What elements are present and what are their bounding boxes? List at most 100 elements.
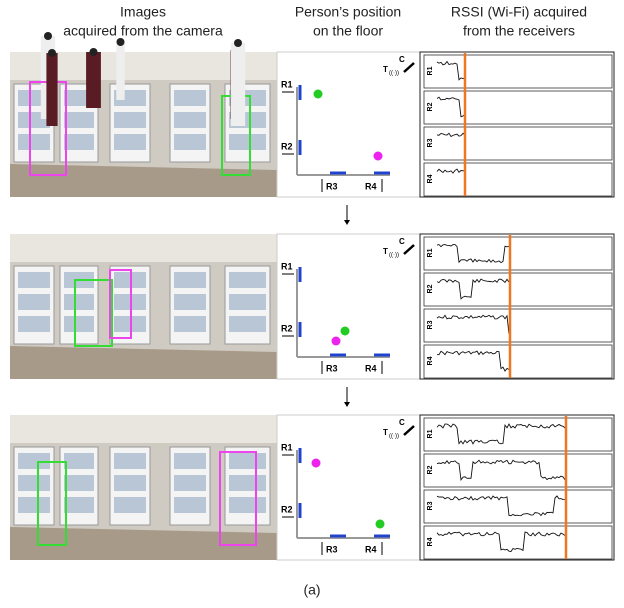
wifi-icon: ((·)) xyxy=(389,253,399,259)
person xyxy=(46,53,57,126)
column-header: Images xyxy=(120,4,166,20)
column-header: acquired from the camera xyxy=(63,23,223,39)
receiver-label: R3 xyxy=(326,544,338,554)
person xyxy=(116,42,124,100)
rssi-strip xyxy=(424,309,612,342)
poster xyxy=(114,134,146,150)
person-head xyxy=(48,49,56,57)
transmitter-label: T xyxy=(383,247,388,256)
caption: (a) xyxy=(303,582,320,598)
poster xyxy=(174,294,206,310)
rssi-strip xyxy=(424,163,612,196)
rssi-label: R1 xyxy=(427,66,434,75)
poster xyxy=(18,475,50,491)
poster xyxy=(229,316,266,332)
rssi-strip xyxy=(424,237,612,270)
person-head xyxy=(234,39,242,47)
poster xyxy=(229,475,266,491)
poster xyxy=(229,134,266,150)
rssi-strip xyxy=(424,418,612,451)
poster xyxy=(174,475,206,491)
rssi-strip xyxy=(424,454,612,487)
rssi-strip xyxy=(424,55,612,88)
poster xyxy=(114,475,146,491)
ceiling xyxy=(10,234,277,262)
receiver-label: R3 xyxy=(326,363,338,373)
rssi-strip xyxy=(424,127,612,160)
rssi-label: R3 xyxy=(427,501,434,510)
poster xyxy=(18,134,50,150)
receiver-label: R2 xyxy=(281,504,293,514)
person xyxy=(231,43,245,126)
transmitter-label: T xyxy=(383,65,388,74)
rssi-label: R4 xyxy=(427,356,434,365)
rssi-strip xyxy=(424,490,612,523)
rssi-strip xyxy=(424,526,612,559)
poster xyxy=(64,134,94,150)
column-header: from the receivers xyxy=(463,23,575,39)
rssi-label: R2 xyxy=(427,284,434,293)
rssi-label: R3 xyxy=(427,320,434,329)
person xyxy=(86,52,101,108)
rssi-strip xyxy=(424,91,612,124)
person-head xyxy=(44,32,52,40)
poster xyxy=(174,134,206,150)
receiver-label: R4 xyxy=(365,544,377,554)
poster xyxy=(64,112,94,128)
person-head xyxy=(117,38,125,46)
poster xyxy=(174,90,206,106)
poster xyxy=(18,272,50,288)
person-position xyxy=(332,337,341,346)
ceiling xyxy=(10,415,277,443)
poster xyxy=(18,316,50,332)
column-header: RSSI (Wi-Fi) acquired xyxy=(451,4,587,20)
receiver-label: R4 xyxy=(365,363,377,373)
receiver-label: R1 xyxy=(281,442,293,452)
wifi-icon: ((·)) xyxy=(389,71,399,77)
receiver-label: R2 xyxy=(281,323,293,333)
rssi-label: R1 xyxy=(427,429,434,438)
poster xyxy=(174,453,206,469)
poster xyxy=(64,475,94,491)
person-position xyxy=(341,327,350,336)
poster xyxy=(64,453,94,469)
person-position xyxy=(314,90,323,99)
person-head xyxy=(90,48,98,56)
rssi-label: R4 xyxy=(427,537,434,546)
rssi-label: R2 xyxy=(427,465,434,474)
poster xyxy=(114,112,146,128)
rssi-strip xyxy=(424,345,612,378)
poster xyxy=(64,497,94,513)
poster xyxy=(64,294,94,310)
receiver-label: R1 xyxy=(281,79,293,89)
flow-arrowhead xyxy=(344,402,350,407)
receiver-label: R2 xyxy=(281,141,293,151)
camera-label: C xyxy=(399,418,405,427)
rssi-label: R1 xyxy=(427,248,434,257)
poster xyxy=(229,294,266,310)
rssi-strip xyxy=(424,273,612,306)
person-position xyxy=(374,152,383,161)
poster xyxy=(114,497,146,513)
poster xyxy=(114,453,146,469)
poster xyxy=(174,272,206,288)
poster xyxy=(174,497,206,513)
camera-label: C xyxy=(399,237,405,246)
poster xyxy=(18,294,50,310)
figure: Images acquired from the camera Person’s p… xyxy=(0,0,624,608)
rssi-label: R3 xyxy=(427,138,434,147)
receiver-label: R4 xyxy=(365,181,377,191)
poster xyxy=(229,497,266,513)
poster xyxy=(64,316,94,332)
person-position xyxy=(376,520,385,529)
poster xyxy=(174,316,206,332)
column-header: on the floor xyxy=(313,23,383,39)
rssi-label: R2 xyxy=(427,102,434,111)
flow-arrowhead xyxy=(344,220,350,225)
poster xyxy=(229,453,266,469)
receiver-label: R3 xyxy=(326,181,338,191)
poster xyxy=(174,112,206,128)
column-header: Person’s position xyxy=(295,4,401,20)
poster xyxy=(229,272,266,288)
transmitter-label: T xyxy=(383,428,388,437)
